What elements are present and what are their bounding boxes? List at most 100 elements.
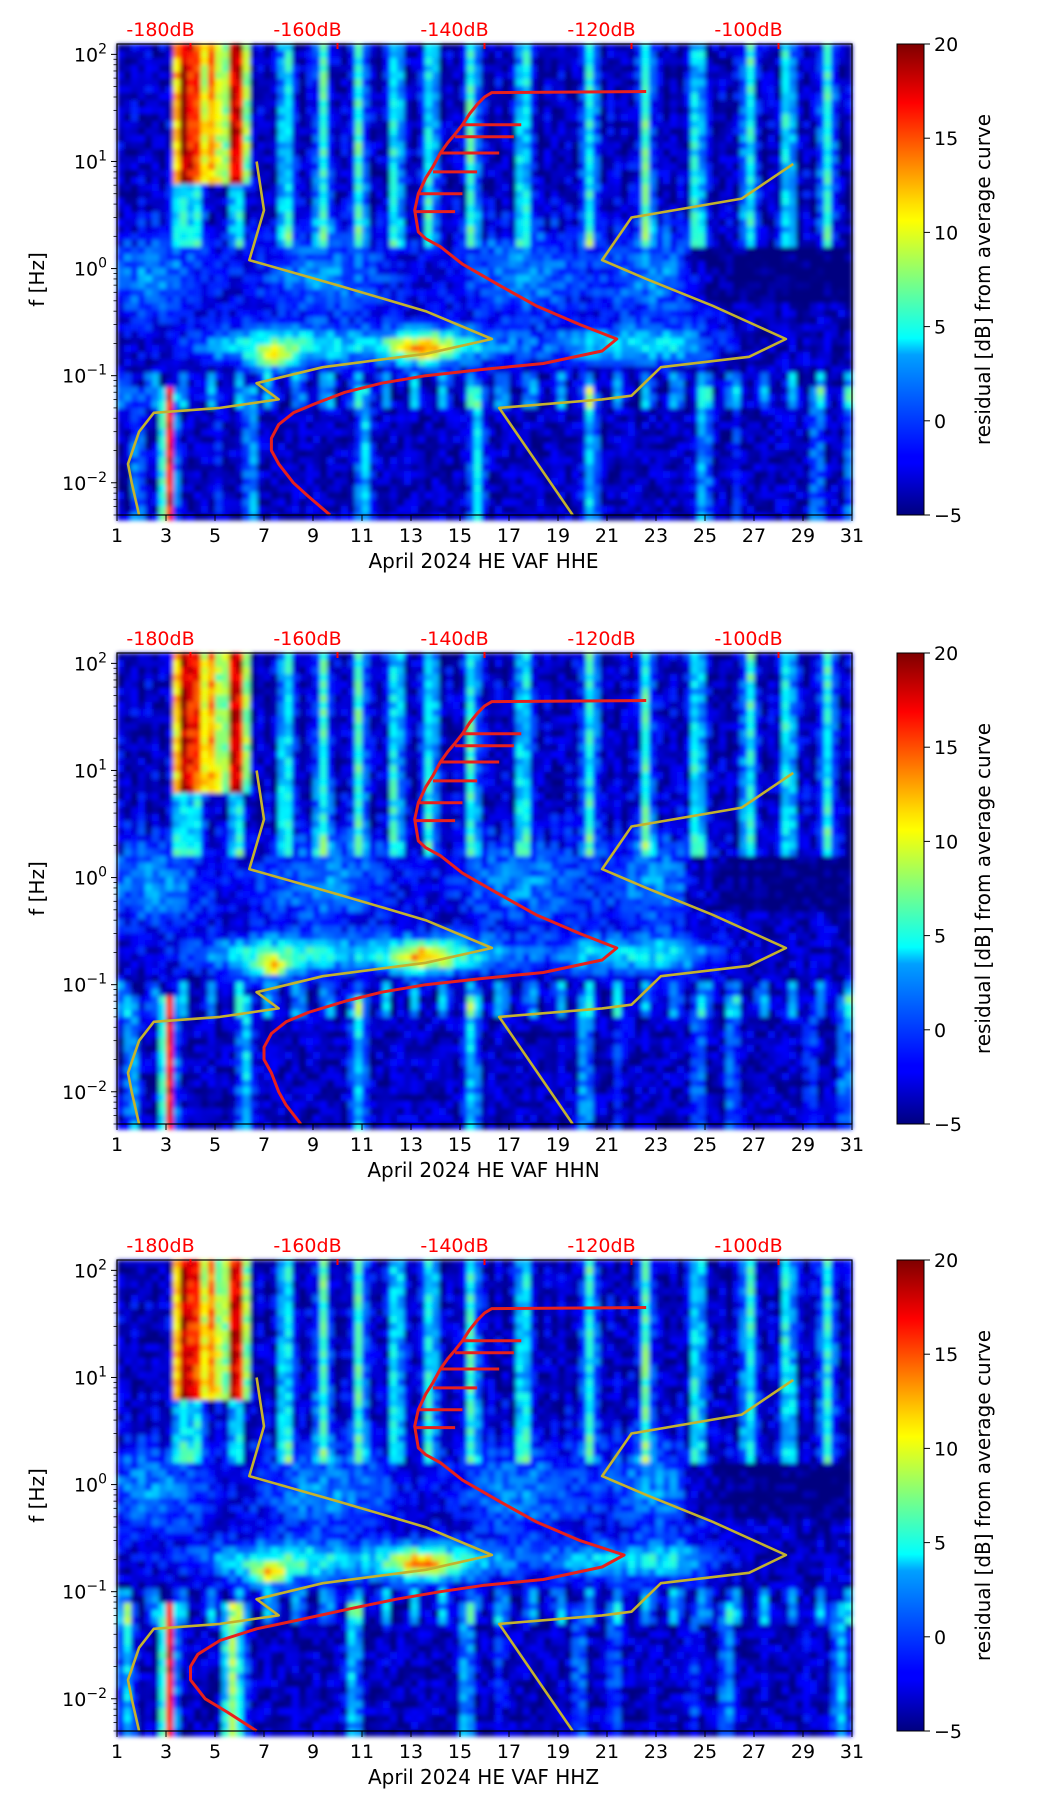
heatmap-cell	[362, 338, 370, 346]
heatmap-cell	[579, 513, 587, 521]
heatmap-cell	[215, 394, 223, 402]
heatmap-cell	[614, 331, 622, 339]
heatmap-cell	[425, 352, 433, 360]
heatmap-cell	[355, 44, 363, 52]
heatmap-cell	[334, 499, 342, 507]
heatmap-cell	[362, 184, 370, 192]
heatmap-cell	[271, 240, 279, 248]
heatmap-cell	[201, 506, 209, 514]
heatmap-cell	[565, 499, 573, 507]
heatmap-cell	[383, 135, 391, 143]
heatmap-cell	[411, 254, 419, 262]
heatmap-cell	[264, 436, 272, 444]
heatmap-cell	[586, 422, 594, 430]
heatmap-cell	[180, 198, 188, 206]
heatmap-cell	[607, 121, 615, 129]
heatmap-cell	[502, 499, 510, 507]
heatmap-cell	[502, 149, 510, 157]
heatmap-cell	[488, 394, 496, 402]
heatmap-cell	[257, 380, 265, 388]
heatmap-cell	[201, 275, 209, 283]
heatmap-cell	[586, 205, 594, 213]
heatmap-cell	[425, 345, 433, 353]
heatmap-cell	[439, 275, 447, 283]
heatmap-cell	[264, 121, 272, 129]
heatmap-cell	[131, 93, 139, 101]
heatmap-cell	[124, 247, 132, 255]
heatmap-cell	[418, 58, 426, 66]
heatmap-cell	[313, 212, 321, 220]
heatmap-cell	[502, 268, 510, 276]
heatmap-cell	[194, 296, 202, 304]
heatmap-cell	[138, 142, 146, 150]
heatmap-cell	[341, 310, 349, 318]
heatmap-cell	[376, 240, 384, 248]
heatmap-cell	[509, 282, 517, 290]
heatmap-cell	[509, 310, 517, 318]
heatmap-cell	[432, 317, 440, 325]
heatmap-cell	[481, 303, 489, 311]
heatmap-cell	[229, 212, 237, 220]
heatmap-cell	[537, 338, 545, 346]
heatmap-cell	[201, 107, 209, 115]
heatmap-cell	[327, 282, 335, 290]
heatmap-cell	[215, 149, 223, 157]
heatmap-cell	[152, 156, 160, 164]
heatmap-cell	[124, 394, 132, 402]
heatmap-cell	[432, 254, 440, 262]
heatmap-cell	[320, 422, 328, 430]
heatmap-cell	[369, 86, 377, 94]
heatmap-cell	[138, 58, 146, 66]
heatmap-cell	[460, 289, 468, 297]
heatmap-cell	[180, 51, 188, 59]
heatmap-cell	[544, 142, 552, 150]
heatmap-cell	[432, 184, 440, 192]
heatmap-cell	[474, 289, 482, 297]
heatmap-cell	[579, 205, 587, 213]
heatmap-cell	[313, 471, 321, 479]
heatmap-cell	[131, 471, 139, 479]
heatmap-cell	[488, 387, 496, 395]
heatmap-cell	[292, 296, 300, 304]
heatmap-cell	[257, 513, 265, 521]
heatmap-cell	[180, 373, 188, 381]
heatmap-cell	[572, 303, 580, 311]
heatmap-cell	[173, 44, 181, 52]
heatmap-cell	[117, 499, 125, 507]
heatmap-cell	[579, 44, 587, 52]
heatmap-cell	[502, 219, 510, 227]
heatmap-cell	[327, 247, 335, 255]
heatmap-cell	[432, 93, 440, 101]
heatmap-cell	[516, 352, 524, 360]
heatmap-cell	[152, 184, 160, 192]
heatmap-cell	[460, 86, 468, 94]
heatmap-cell	[481, 373, 489, 381]
heatmap-cell	[131, 198, 139, 206]
heatmap-cell	[418, 331, 426, 339]
heatmap-cell	[327, 352, 335, 360]
heatmap-cell	[537, 65, 545, 73]
heatmap-cell	[222, 219, 230, 227]
heatmap-cell	[467, 86, 475, 94]
heatmap-cell	[383, 177, 391, 185]
heatmap-cell	[257, 93, 265, 101]
heatmap-cell	[446, 436, 454, 444]
heatmap-cell	[131, 485, 139, 493]
heatmap-cell	[600, 191, 608, 199]
heatmap-cell	[530, 142, 538, 150]
heatmap-cell	[376, 79, 384, 87]
heatmap-cell	[124, 212, 132, 220]
heatmap-cell	[390, 177, 398, 185]
heatmap-cell	[299, 149, 307, 157]
heatmap-cell	[124, 86, 132, 94]
heatmap-cell	[236, 296, 244, 304]
heatmap-cell	[460, 44, 468, 52]
heatmap-cell	[495, 422, 503, 430]
heatmap-cell	[222, 149, 230, 157]
heatmap-cell	[369, 345, 377, 353]
heatmap-cell	[586, 387, 594, 395]
heatmap-cell	[362, 324, 370, 332]
heatmap-cell	[432, 212, 440, 220]
heatmap-cell	[467, 72, 475, 80]
heatmap-cell	[299, 380, 307, 388]
